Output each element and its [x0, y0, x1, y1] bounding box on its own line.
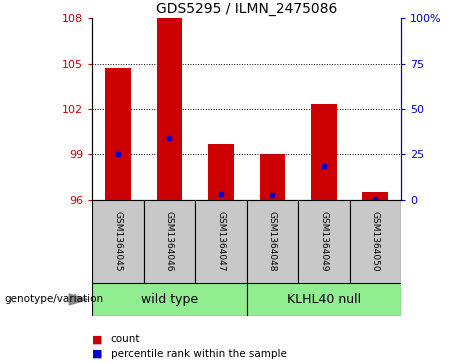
- Text: GSM1364046: GSM1364046: [165, 211, 174, 272]
- Bar: [247, 200, 298, 283]
- Bar: [362, 192, 388, 200]
- Text: ■: ■: [92, 349, 103, 359]
- Bar: [195, 200, 247, 283]
- Text: GSM1364048: GSM1364048: [268, 211, 277, 272]
- Text: GSM1364049: GSM1364049: [319, 211, 328, 272]
- Bar: [298, 200, 349, 283]
- Bar: [260, 154, 285, 200]
- Text: genotype/variation: genotype/variation: [5, 294, 104, 305]
- Bar: [247, 283, 401, 316]
- Bar: [92, 283, 247, 316]
- Text: ■: ■: [92, 334, 103, 344]
- Text: KLHL40 null: KLHL40 null: [287, 293, 361, 306]
- Text: wild type: wild type: [141, 293, 198, 306]
- Bar: [349, 200, 401, 283]
- Bar: [92, 200, 144, 283]
- Polygon shape: [69, 294, 88, 305]
- Text: GSM1364047: GSM1364047: [216, 211, 225, 272]
- Text: GSM1364050: GSM1364050: [371, 211, 380, 272]
- Bar: [157, 18, 182, 200]
- Bar: [311, 105, 337, 200]
- Bar: [144, 200, 195, 283]
- Bar: [105, 68, 131, 200]
- Title: GDS5295 / ILMN_2475086: GDS5295 / ILMN_2475086: [156, 2, 337, 16]
- Text: percentile rank within the sample: percentile rank within the sample: [111, 349, 287, 359]
- Text: count: count: [111, 334, 140, 344]
- Text: GSM1364045: GSM1364045: [113, 211, 123, 272]
- Bar: [208, 144, 234, 200]
